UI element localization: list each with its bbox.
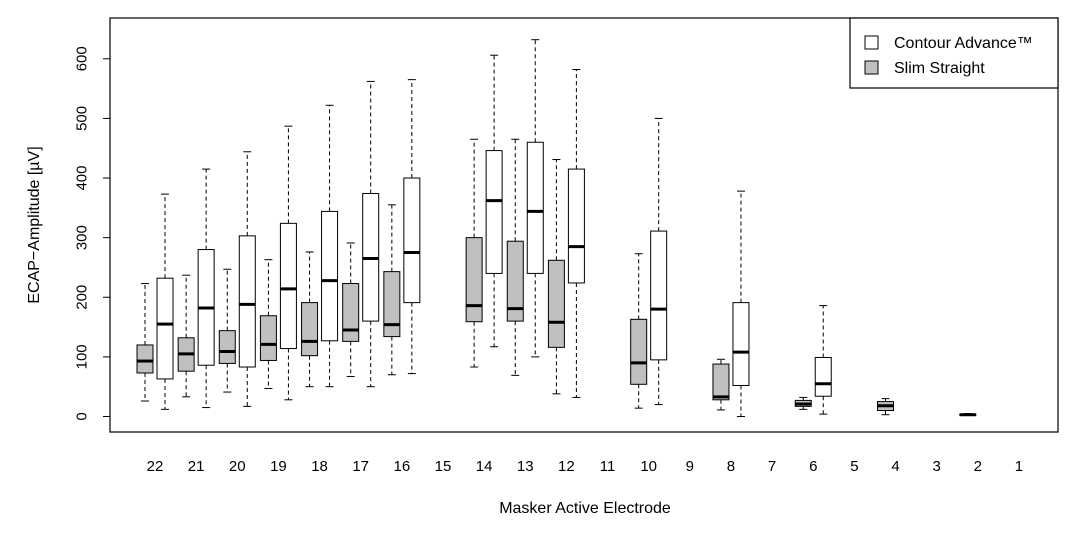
box-body	[526, 141, 544, 274]
box-body	[814, 356, 832, 397]
legend-swatch-contour-advance	[864, 35, 879, 50]
box-contour-advance-12	[567, 69, 585, 398]
x-tick-label: 20	[229, 458, 246, 475]
box-body	[259, 315, 277, 361]
box-contour-advance-16	[403, 79, 421, 375]
x-tick-label: 9	[686, 458, 694, 475]
x-tick-label: 19	[270, 458, 287, 475]
x-tick-label: 6	[809, 458, 817, 475]
x-tick-label: 1	[1015, 458, 1023, 475]
box-slim-straight-19	[259, 259, 277, 389]
box-body	[732, 302, 750, 386]
box-body	[279, 222, 297, 350]
x-axis-title: Masker Active Electrode	[499, 500, 671, 517]
box-body	[342, 283, 360, 342]
box-body	[485, 150, 503, 274]
box-slim-straight-22	[136, 283, 154, 402]
box-body	[547, 259, 565, 348]
box-contour-advance-20	[238, 151, 256, 407]
x-tick-label: 11	[600, 458, 616, 475]
x-tick-label: 16	[393, 458, 410, 475]
x-axis: 22 21 20 19 18 17 16 15 14 13 12 11 10 9 8 7 6 5 4 3 2 1	[147, 458, 1023, 475]
box-body	[301, 302, 319, 357]
box-body	[218, 330, 236, 364]
box-contour-advance-6	[814, 305, 832, 415]
x-tick-label: 5	[850, 458, 858, 475]
legend-label-contour-advance: Contour Advance™	[894, 35, 1033, 52]
legend-label-slim-straight: Slim Straight	[894, 60, 985, 77]
box-contour-advance-19	[279, 125, 297, 401]
x-tick-label: 17	[352, 458, 369, 475]
y-tick-label: 600	[74, 46, 91, 71]
box-body	[136, 344, 154, 374]
box-body	[712, 363, 730, 401]
x-tick-label: 4	[891, 458, 899, 475]
box-body	[465, 237, 483, 323]
x-tick-label: 18	[311, 458, 328, 475]
x-tick-label: 21	[188, 458, 205, 475]
x-tick-label: 7	[768, 458, 776, 475]
box-contour-advance-10	[650, 117, 668, 406]
box-slim-straight-10	[630, 253, 648, 409]
y-tick-label: 400	[74, 166, 91, 191]
y-tick-label: 300	[74, 225, 91, 250]
box-body	[506, 240, 524, 322]
legend-swatch-slim-straight	[864, 60, 879, 75]
box-body	[156, 277, 174, 380]
x-tick-label: 2	[974, 458, 982, 475]
boxes-layer	[136, 39, 977, 417]
box-slim-straight-12	[547, 159, 565, 395]
box-slim-straight-13	[506, 138, 524, 376]
y-tick-label: 0	[74, 412, 91, 420]
box-body	[383, 271, 401, 338]
box-slim-straight-2	[959, 413, 977, 417]
box-contour-advance-22	[156, 193, 174, 410]
box-slim-straight-14	[465, 138, 483, 368]
y-axis-title: ECAP−Amplitude [µV]	[26, 146, 43, 303]
box-slim-straight-17	[342, 242, 360, 378]
legend-frame	[849, 17, 1059, 89]
box-body	[321, 210, 339, 342]
y-axis: 0 100 200 300 400 500 600	[74, 46, 111, 421]
box-body	[238, 235, 256, 368]
y-tick-label: 500	[74, 106, 91, 131]
x-tick-label: 3	[932, 458, 940, 475]
y-tick-label: 200	[74, 285, 91, 310]
box-body	[650, 230, 668, 361]
box-contour-advance-18	[321, 104, 339, 388]
box-slim-straight-6	[794, 396, 812, 410]
box-slim-straight-18	[301, 251, 319, 388]
box-contour-advance-17	[362, 80, 380, 388]
box-slim-straight-8	[712, 358, 730, 411]
x-tick-label: 13	[517, 458, 534, 475]
box-body	[630, 318, 648, 385]
x-tick-label: 8	[727, 458, 735, 475]
x-tick-label: 22	[147, 458, 164, 475]
box-slim-straight-20	[218, 268, 236, 393]
x-tick-label: 15	[435, 458, 452, 475]
box-body	[567, 168, 585, 284]
box-contour-advance-8	[732, 190, 750, 417]
x-tick-label: 14	[476, 458, 493, 475]
legend: Contour Advance™ Slim Straight	[849, 17, 1059, 89]
box-contour-advance-13	[526, 39, 544, 358]
box-contour-advance-14	[485, 54, 503, 348]
box-slim-straight-21	[177, 274, 195, 398]
x-tick-label: 12	[558, 458, 575, 475]
box-body	[403, 177, 421, 304]
x-tick-label: 10	[640, 458, 657, 475]
box-slim-straight-4	[877, 398, 895, 416]
box-slim-straight-16	[383, 204, 401, 376]
y-tick-label: 100	[74, 344, 91, 369]
box-contour-advance-21	[197, 168, 215, 409]
